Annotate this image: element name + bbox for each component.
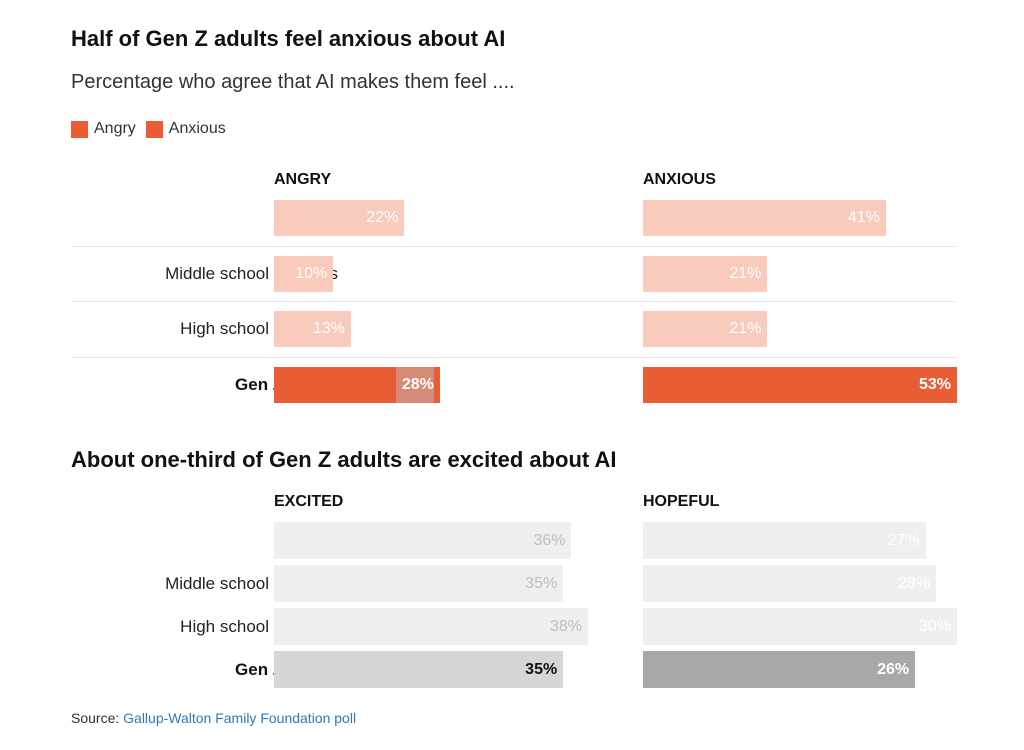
bar-hopeful-overall <box>643 522 926 559</box>
section2-title: About one-third of Gen Z adults are exci… <box>71 447 617 472</box>
bar-label-hopeful-middle-school-students: 28% <box>898 575 931 592</box>
legend: Angry Anxious <box>71 119 236 139</box>
bar-anxious-gen-z-adults <box>643 366 957 403</box>
row-divider <box>71 245 956 247</box>
legend-swatch-anxious <box>145 120 163 138</box>
bar-label-excited-gen-z-adults: 35% <box>525 661 558 678</box>
bar-label-angry-middle-school-students: 10% <box>295 264 328 282</box>
bar-label-angry-gen-z-adults: 28% <box>401 375 434 393</box>
bar-hopeful-middle-school-students <box>643 565 937 602</box>
emotions-chart-top: ANGRYANXIOUSOverallMiddle school student… <box>71 160 961 410</box>
bar-excited-overall <box>274 522 572 559</box>
bar-angry-overall <box>274 200 405 236</box>
section1-subtitle: Percentage who agree that AI makes them … <box>71 71 515 93</box>
legend-item-angry: Angry <box>71 120 136 138</box>
source-prefix: Source: <box>71 710 124 726</box>
bar-angry-gen-z-adults-accent <box>395 366 434 403</box>
bar-label-anxious-gen-z-adults: 53% <box>918 375 951 393</box>
bar-angry-middle-school-students <box>274 255 334 292</box>
bar-hopeful-high-school-students <box>643 608 957 645</box>
legend-label-anxious: Anxious <box>168 120 226 137</box>
section1-title: Half of Gen Z adults feel anxious about … <box>71 26 506 51</box>
row-divider <box>71 356 956 358</box>
bar-label-angry-overall: 22% <box>366 209 399 226</box>
source-link[interactable]: Gallup-Walton Family Foundation poll <box>123 710 357 726</box>
panel-title-hopeful: HOPEFUL <box>643 493 720 510</box>
bar-label-hopeful-high-school-students: 30% <box>918 618 951 635</box>
panel-title-excited: EXCITED <box>274 493 344 510</box>
bar-anxious-overall <box>643 200 886 236</box>
emotions-chart-bottom: EXCITEDHOPEFULOverallMiddle school stude… <box>71 483 961 693</box>
bar-anxious-middle-school-students <box>643 255 768 292</box>
bar-excited-middle-school-students <box>274 565 564 602</box>
bar-label-hopeful-gen-z-adults: 26% <box>877 661 910 678</box>
source-note: Source: Gallup-Walton Family Foundation … <box>71 710 356 726</box>
bar-label-angry-high-school-students: 13% <box>312 320 346 337</box>
bar-label-anxious-high-school-students: 21% <box>729 320 762 337</box>
legend-swatch-angry <box>71 120 88 138</box>
bar-angry-high-school-students <box>274 311 352 347</box>
bar-label-excited-middle-school-students: 35% <box>525 575 558 592</box>
legend-item-anxious: Anxious <box>145 120 226 138</box>
bar-excited-gen-z-adults <box>274 651 564 688</box>
bar-hopeful-gen-z-adults <box>643 651 916 688</box>
bar-label-hopeful-overall: 27% <box>887 532 920 549</box>
bar-label-excited-overall: 36% <box>533 532 566 549</box>
bar-label-anxious-overall: 41% <box>847 209 880 226</box>
row-divider <box>71 301 956 303</box>
bar-excited-high-school-students <box>274 608 588 645</box>
bar-label-anxious-middle-school-students: 21% <box>729 264 762 282</box>
bar-label-excited-high-school-students: 38% <box>549 618 582 635</box>
panel-title-anxious: ANXIOUS <box>643 171 716 188</box>
legend-label-angry: Angry <box>94 120 136 137</box>
panel-title-angry: ANGRY <box>274 171 332 188</box>
bar-anxious-high-school-students <box>643 311 768 347</box>
